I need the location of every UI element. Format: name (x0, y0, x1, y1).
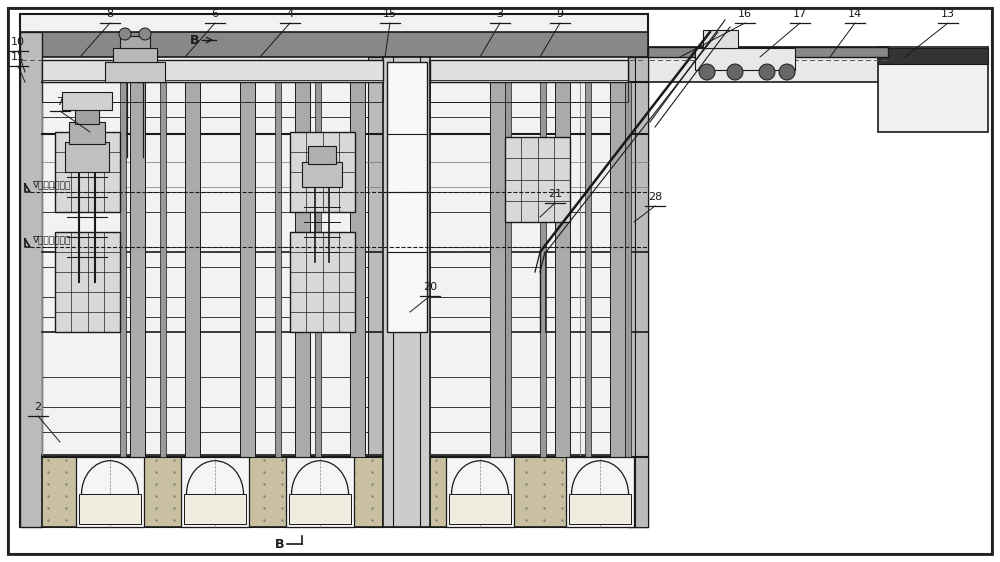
Text: 9: 9 (556, 9, 564, 19)
Bar (42, 80, 383, 102)
Bar (387, 62, 427, 332)
Bar (130, 82, 145, 457)
Bar (290, 132, 355, 212)
Bar (430, 80, 628, 102)
Bar (120, 36, 150, 48)
Bar (490, 82, 505, 457)
Bar (113, 48, 157, 62)
Bar (76, 457, 144, 527)
Text: ∇正常发电水位: ∇正常发电水位 (32, 236, 70, 245)
Text: 7: 7 (56, 97, 64, 107)
Bar (289, 495, 351, 524)
Bar (695, 48, 795, 70)
Text: 2: 2 (34, 402, 42, 412)
Text: 6: 6 (212, 9, 218, 19)
Circle shape (727, 64, 743, 80)
Bar (315, 82, 321, 457)
Circle shape (759, 64, 775, 80)
Bar (505, 137, 570, 222)
Text: 10: 10 (11, 37, 25, 47)
Bar (290, 232, 355, 332)
Bar (555, 82, 570, 457)
Bar (540, 82, 546, 457)
Bar (566, 457, 634, 527)
Bar (449, 495, 511, 524)
Bar (628, 57, 648, 527)
Bar (120, 82, 126, 457)
Bar (275, 82, 281, 457)
Bar (62, 92, 112, 110)
Text: 16: 16 (738, 9, 752, 19)
Bar (295, 82, 310, 457)
Bar (240, 82, 255, 457)
Text: 8: 8 (106, 9, 114, 19)
Bar (430, 455, 628, 527)
Bar (610, 82, 625, 457)
Circle shape (699, 64, 715, 80)
Bar (69, 122, 105, 144)
Text: 4: 4 (286, 9, 294, 19)
Bar (185, 82, 200, 457)
Text: ∇最高涌水水位: ∇最高涌水水位 (32, 181, 70, 190)
Bar (585, 82, 591, 457)
Bar (878, 47, 988, 132)
Bar (635, 57, 648, 527)
Bar (569, 495, 631, 524)
Bar (505, 82, 511, 457)
Bar (20, 32, 42, 527)
Bar (65, 142, 109, 172)
Bar (648, 47, 888, 57)
Text: 17: 17 (793, 9, 807, 19)
Bar (105, 62, 165, 82)
Text: 14: 14 (848, 9, 862, 19)
Bar (308, 146, 336, 164)
Bar (703, 30, 738, 48)
Bar (184, 495, 246, 524)
Text: 21: 21 (548, 189, 562, 199)
Bar (878, 48, 988, 64)
Text: 28: 28 (648, 192, 662, 202)
Bar (79, 495, 141, 524)
Bar (42, 455, 383, 527)
Bar (648, 47, 888, 82)
Bar (160, 82, 166, 457)
Bar (75, 108, 99, 124)
Circle shape (779, 64, 795, 80)
Text: B: B (190, 34, 200, 47)
Text: 11: 11 (11, 52, 25, 62)
Text: 15: 15 (383, 9, 397, 19)
Bar (181, 457, 249, 527)
Bar (286, 457, 354, 527)
Bar (55, 132, 120, 212)
Bar (430, 60, 628, 82)
Text: B: B (275, 537, 285, 551)
Circle shape (119, 28, 131, 40)
Bar (302, 162, 342, 187)
Text: 13: 13 (941, 9, 955, 19)
Bar (383, 57, 430, 527)
Bar (625, 82, 631, 457)
Bar (446, 457, 514, 527)
Text: 3: 3 (496, 9, 504, 19)
Bar (55, 232, 120, 332)
Bar (350, 82, 365, 457)
Circle shape (139, 28, 151, 40)
Bar (20, 14, 648, 527)
Bar (42, 60, 383, 82)
Text: 20: 20 (423, 282, 437, 292)
Bar (20, 32, 648, 57)
Bar (368, 57, 383, 527)
